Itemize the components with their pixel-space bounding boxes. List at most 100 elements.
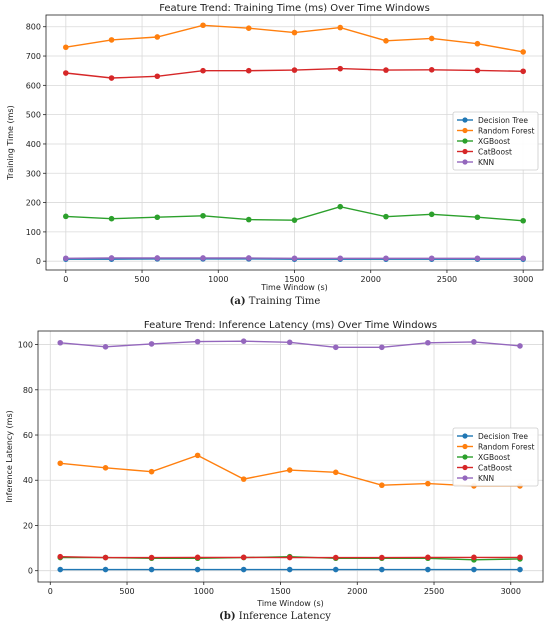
legend-entry: Decision Tree (478, 432, 528, 441)
data-point (57, 460, 64, 467)
x-axis-label: Time Window (s) (260, 283, 328, 292)
data-point (148, 468, 155, 475)
legend-swatch-marker (462, 454, 468, 460)
legend-swatch-marker (462, 433, 468, 439)
data-point (63, 213, 69, 220)
data-point (63, 255, 69, 262)
y-axis-label: Training Time (ms) (6, 105, 15, 180)
y-tick-label: 700 (26, 52, 41, 61)
data-point (474, 67, 481, 74)
data-point (63, 44, 69, 51)
data-point (428, 67, 435, 73)
data-point (291, 217, 298, 223)
caption-b-label: (b) (219, 611, 236, 622)
data-point (148, 566, 155, 573)
y-tick-label: 800 (26, 23, 41, 32)
data-point (286, 467, 293, 473)
legend-entry: CatBoost (478, 148, 512, 157)
legend-entry: Decision Tree (478, 116, 528, 125)
data-point (240, 554, 247, 561)
data-point (425, 554, 431, 561)
data-point (471, 339, 477, 345)
legend-entry: KNN (478, 474, 494, 483)
chart-title: Feature Trend: Training Time (ms) Over T… (159, 3, 430, 14)
inference-latency-chart: Feature Trend: Inference Latency (ms) Ov… (5, 320, 544, 608)
data-point (63, 70, 69, 76)
data-point (332, 566, 339, 573)
data-point (154, 73, 161, 80)
data-point (194, 452, 201, 459)
y-tick-label: 400 (26, 140, 41, 149)
legend-swatch-marker (462, 138, 468, 144)
x-tick-label: 2500 (437, 275, 457, 284)
data-point (240, 338, 247, 344)
y-tick-label: 0 (36, 257, 41, 266)
y-tick-label: 80 (23, 386, 33, 395)
data-point (337, 24, 344, 31)
data-point (517, 566, 523, 573)
data-point (286, 339, 293, 346)
data-point (425, 339, 431, 346)
data-point (102, 465, 109, 471)
data-point (245, 25, 252, 31)
data-point (517, 343, 523, 349)
x-tick-label: 2000 (347, 587, 367, 596)
training-time-chart: Feature Trend: Training Time (ms) Over T… (6, 3, 544, 292)
data-point (520, 49, 526, 55)
data-point (194, 554, 201, 561)
data-point (471, 566, 477, 573)
data-point (245, 67, 252, 74)
data-point (337, 203, 344, 210)
legend-entry: Random Forest (478, 443, 535, 452)
data-point (200, 67, 206, 74)
legend-swatch-marker (462, 464, 468, 471)
data-point (383, 37, 389, 44)
data-point (108, 255, 115, 261)
data-point (286, 566, 293, 573)
data-point (383, 67, 389, 73)
legend-box (452, 427, 539, 487)
caption-b: (b) Inference Latency (0, 611, 550, 622)
x-tick-label: 0 (48, 587, 53, 596)
data-point (240, 566, 247, 573)
legend-entry: XGBoost (478, 137, 510, 146)
caption-a-text: Training Time (248, 296, 321, 307)
data-point (102, 566, 109, 573)
data-point (194, 338, 201, 345)
caption-a-label: (a) (229, 296, 246, 307)
y-tick-label: 0 (28, 567, 33, 576)
x-tick-label: 2500 (424, 587, 444, 596)
data-point (148, 554, 155, 561)
data-point (379, 566, 385, 573)
data-point (57, 553, 64, 560)
legend-swatch-marker (462, 443, 468, 450)
y-tick-label: 300 (26, 169, 41, 178)
data-point (245, 255, 252, 261)
training-time-panel: Feature Trend: Training Time (ms) Over T… (0, 0, 550, 312)
data-point (154, 214, 161, 221)
data-point (102, 344, 109, 350)
data-point (474, 255, 481, 262)
x-axis-label: Time Window (s) (256, 599, 324, 608)
x-tick-label: 3000 (501, 587, 521, 596)
x-tick-label: 3000 (513, 275, 533, 284)
data-point (286, 554, 293, 561)
data-point (332, 554, 339, 561)
x-tick-label: 1000 (208, 275, 228, 284)
x-tick-label: 500 (119, 587, 134, 596)
y-tick-label: 20 (23, 521, 33, 530)
plot-frame (37, 330, 544, 583)
data-point (245, 216, 252, 223)
data-point (379, 344, 385, 351)
data-point (337, 255, 344, 262)
data-point (379, 554, 385, 561)
data-point (332, 469, 339, 476)
data-point (425, 566, 431, 573)
data-point (154, 34, 161, 40)
x-tick-label: 1000 (194, 587, 214, 596)
data-point (108, 37, 115, 43)
legend-swatch-marker (462, 127, 468, 134)
data-point (108, 75, 115, 81)
